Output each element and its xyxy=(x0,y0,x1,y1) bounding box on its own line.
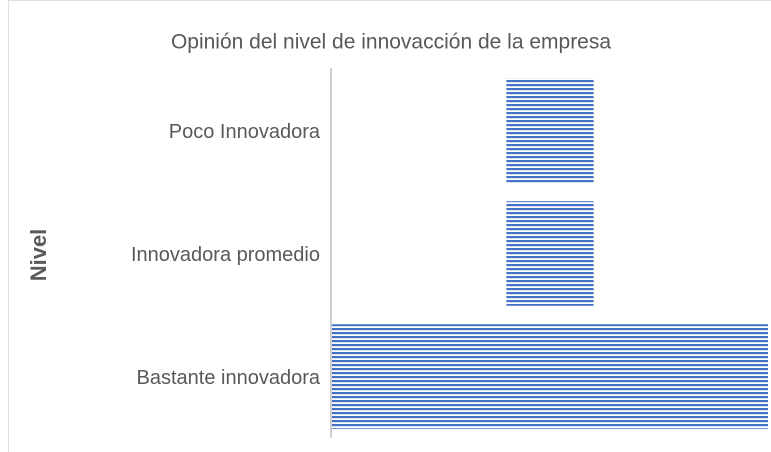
category-label: Innovadora promedio xyxy=(131,244,320,266)
bar xyxy=(506,78,594,183)
chart-title: Opinión del nivel de innovacción de la e… xyxy=(171,31,611,54)
bar xyxy=(332,324,768,429)
chart-border xyxy=(8,0,771,452)
category-label: Poco Innovadora xyxy=(169,121,321,143)
bar xyxy=(506,201,594,306)
y-axis-label: Nivel xyxy=(26,229,51,282)
category-label: Bastante innovadora xyxy=(137,367,321,389)
